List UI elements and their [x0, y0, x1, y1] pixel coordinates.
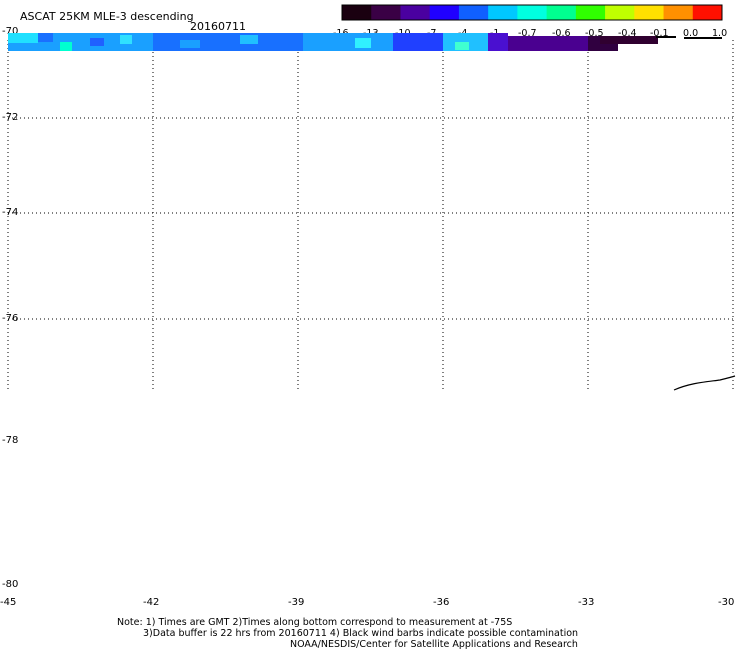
lon-label: -42 [143, 597, 160, 608]
lat-label: -80 [2, 579, 19, 590]
colorbar-label: -0.7 [518, 28, 537, 39]
lon-label: -33 [578, 597, 595, 608]
swath-segment [180, 40, 200, 48]
colorbar-swatch [663, 5, 694, 20]
lon-label: -30 [718, 597, 735, 608]
swath-segment [38, 33, 53, 42]
colorbar-label: 1.0 [712, 28, 728, 39]
note-line-1: Note: 1) Times are GMT 2)Times along bot… [117, 617, 513, 628]
colorbar-swatch [400, 5, 431, 20]
colorbar-swatch [517, 5, 548, 20]
swath-segment [488, 33, 508, 51]
note-line-3: NOAA/NESDIS/Center for Satellite Applica… [290, 639, 578, 650]
swath-segment [153, 33, 303, 51]
colorbar-label: -0.5 [585, 28, 604, 39]
graticule [7, 40, 735, 390]
colorbar [341, 4, 723, 21]
swath-segment [393, 33, 443, 51]
lon-label: -45 [0, 597, 17, 608]
colorbar-swatch [429, 5, 460, 20]
swath-segment [600, 36, 658, 44]
swath-segment [303, 33, 393, 51]
colorbar-label: -0.1 [650, 28, 669, 39]
lat-label: -70 [2, 26, 19, 37]
lon-label: -36 [433, 597, 450, 608]
colorbar-swatch [458, 5, 489, 20]
colorbar-swatch [634, 5, 665, 20]
swath-segment [455, 42, 469, 50]
swath-segment [90, 38, 104, 46]
map-title: ASCAT 25KM MLE-3 descending [20, 10, 194, 23]
coastline [673, 375, 736, 391]
colorbar-swatch [692, 5, 723, 20]
lat-label: -78 [2, 435, 19, 446]
note-line-2: 3)Data buffer is 22 hrs from 20160711 4)… [143, 628, 579, 639]
colorbar-border [341, 4, 723, 21]
lon-label: -39 [288, 597, 305, 608]
colorbar-swatch [371, 5, 401, 20]
map-date: 20160711 [190, 20, 246, 33]
colorbar-swatch [575, 5, 606, 20]
swath-segment [8, 33, 38, 43]
swath-segment [120, 35, 132, 44]
coastline [656, 36, 722, 39]
lat-label: -74 [2, 207, 19, 218]
colorbar-swatch [342, 5, 372, 20]
colorbar-label: -0.6 [552, 28, 571, 39]
colorbar-label: 0.0 [683, 28, 699, 39]
lat-label: -76 [2, 313, 19, 324]
colorbar-swatch [488, 5, 518, 20]
swath-segment [60, 42, 72, 51]
colorbar-swatch [546, 5, 577, 20]
swath-segment [355, 38, 371, 48]
swath-segment [240, 35, 258, 44]
lat-label: -72 [2, 112, 19, 123]
swath-segment [508, 36, 588, 51]
colorbar-label: -0.4 [618, 28, 637, 39]
data-swath [8, 33, 658, 51]
colorbar-swatch [605, 5, 635, 20]
